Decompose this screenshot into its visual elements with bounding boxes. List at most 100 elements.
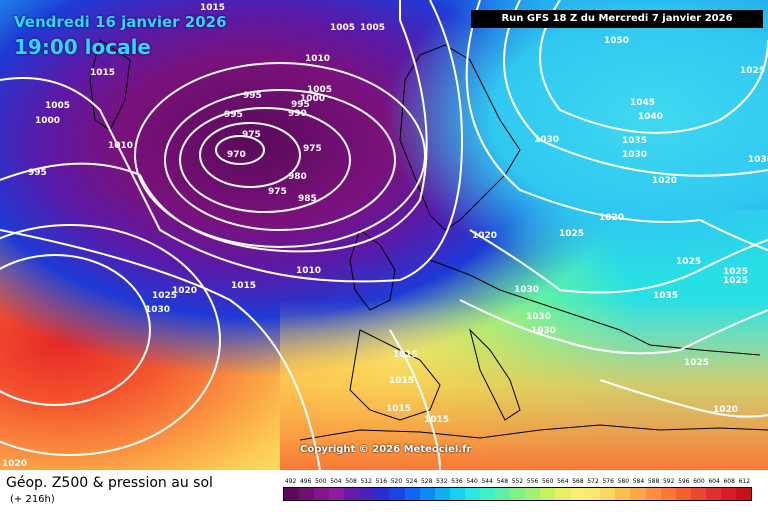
- isobar-lines: [199, 0, 768, 188]
- pressure-map-svg: 1015 1005 1005 1010 1015 1005 1000 1010 …: [0, 0, 768, 470]
- color-scale-ticks: 492 496 500 504 508 512 516 520 524 528 532 536 540 5…: [283, 478, 752, 485]
- scale-tick-label: 524: [405, 478, 418, 485]
- scale-tick-label: 492: [284, 478, 297, 485]
- scale-tick-label: 608: [723, 478, 735, 485]
- scale-swatch: [525, 488, 541, 500]
- isobar-label: 1005: [330, 23, 355, 33]
- isobar-label: 1025: [723, 276, 748, 286]
- scale-swatch: [494, 488, 510, 500]
- scale-tick-label: 600: [693, 478, 705, 485]
- scale-swatch: [675, 488, 691, 500]
- scale-tick-label: 560: [541, 478, 554, 485]
- isobar-label: 1005: [307, 85, 332, 95]
- isobar-label: 1025: [740, 66, 765, 76]
- scale-tick-label: 572: [587, 478, 599, 485]
- scale-swatch: [570, 488, 586, 500]
- isobar-label: 1000: [35, 116, 60, 126]
- scale-tick-label: 548: [496, 478, 509, 485]
- isobar-label: 1025: [152, 291, 177, 301]
- isobar-label: 975: [268, 187, 287, 197]
- scale-swatch: [645, 488, 661, 500]
- isobar-label: 1005: [360, 23, 385, 33]
- scale-tick-label: 544: [481, 478, 493, 485]
- run-info: Run GFS 18 Z du Mercredi 7 janvier 2026: [471, 10, 763, 28]
- scale-swatch: [555, 488, 571, 500]
- isobar-label: 1030: [514, 285, 539, 295]
- isobar-label: 980: [288, 172, 307, 182]
- isobar-label: 1030: [534, 135, 559, 145]
- scale-swatch: [660, 488, 676, 500]
- scale-tick-label: 516: [375, 478, 388, 485]
- isobar-label: 995: [291, 100, 310, 110]
- isobar-label: 995: [243, 91, 262, 101]
- scale-tick-label: 496: [299, 478, 312, 485]
- scale-tick-label: 556: [526, 478, 539, 485]
- scale-swatch: [404, 488, 420, 500]
- scale-swatch: [690, 488, 706, 500]
- isobar-label: 1030: [526, 312, 551, 322]
- isobar-label: 1015: [231, 281, 256, 291]
- scale-tick-label: 588: [647, 478, 660, 485]
- scale-swatch: [479, 488, 495, 500]
- scale-swatch: [449, 488, 465, 500]
- isobar-label: 1010: [108, 141, 133, 151]
- color-scale: 492 496 500 504 508 512 516 520 524 528 532 536 540 5…: [283, 478, 752, 501]
- isobar-label: 1035: [622, 136, 647, 146]
- isobar-label: 1030: [622, 150, 647, 160]
- forecast-time: 19:00 locale: [14, 35, 151, 59]
- isobar-label: 990: [288, 109, 307, 119]
- scale-swatch: [374, 488, 390, 500]
- isobar-label: 1015: [386, 404, 411, 414]
- isobar-label: 1030: [145, 305, 170, 315]
- scale-tick-label: 592: [662, 478, 675, 485]
- scale-swatch: [735, 488, 751, 500]
- isobar-label: 1010: [296, 266, 321, 276]
- scale-tick-label: 508: [345, 478, 357, 485]
- scale-swatch: [419, 488, 435, 500]
- isobar-labels: 1015 1005 1005 1010 1015 1005 1000 1010 …: [2, 3, 768, 469]
- scale-swatch: [615, 488, 631, 500]
- scale-tick-label: 520: [390, 478, 403, 485]
- scale-swatch: [630, 488, 646, 500]
- scale-tick-label: 612: [738, 478, 751, 485]
- isobar-label: 1000: [300, 94, 325, 104]
- scale-swatch: [284, 488, 300, 500]
- scale-tick-label: 500: [315, 478, 327, 485]
- isobar-label: 995: [28, 168, 47, 178]
- forecast-date: Vendredi 16 janvier 2026: [14, 13, 227, 31]
- isobar-label: 1010: [305, 54, 330, 64]
- isobar-label: 1030: [531, 326, 556, 336]
- legend-title: Géop. Z500 & pression au sol: [6, 475, 213, 491]
- weather-map: 1015 1005 1005 1010 1015 1005 1000 1010 …: [0, 0, 768, 470]
- scale-tick-label: 536: [451, 478, 463, 485]
- isobar-label: 1020: [713, 405, 738, 415]
- scale-swatch: [359, 488, 375, 500]
- scale-tick-label: 564: [557, 478, 569, 485]
- scale-tick-label: 596: [678, 478, 690, 485]
- legend-subtitle: (+ 216h): [10, 494, 55, 505]
- scale-swatch: [344, 488, 360, 500]
- scale-tick-label: 584: [632, 478, 645, 485]
- isobar-label: 1015: [393, 350, 418, 360]
- isobar-label: 1015: [200, 3, 225, 13]
- scale-swatch: [585, 488, 601, 500]
- isobar-label: 1040: [638, 112, 663, 122]
- isobar-label: 1030: [748, 155, 768, 165]
- scale-tick-label: 504: [330, 478, 342, 485]
- scale-tick-label: 512: [360, 478, 372, 485]
- scale-tick-label: 532: [436, 478, 448, 485]
- scale-swatch: [464, 488, 480, 500]
- scale-tick-label: 552: [511, 478, 524, 485]
- isobar-label: 1015: [90, 68, 115, 78]
- isobar-label: 1025: [723, 267, 748, 277]
- copyright-notice: Copyright © 2026 Meteociel.fr: [300, 444, 472, 455]
- isobar-label: 1020: [652, 176, 677, 186]
- scale-swatch: [509, 488, 525, 500]
- isobar-label: 1015: [389, 376, 414, 386]
- isobar-label: 1020: [599, 213, 624, 223]
- scale-swatch: [720, 488, 736, 500]
- scale-swatch: [705, 488, 721, 500]
- scale-swatch: [434, 488, 450, 500]
- scale-tick-label: 528: [420, 478, 433, 485]
- isobar-label: 1025: [676, 257, 701, 267]
